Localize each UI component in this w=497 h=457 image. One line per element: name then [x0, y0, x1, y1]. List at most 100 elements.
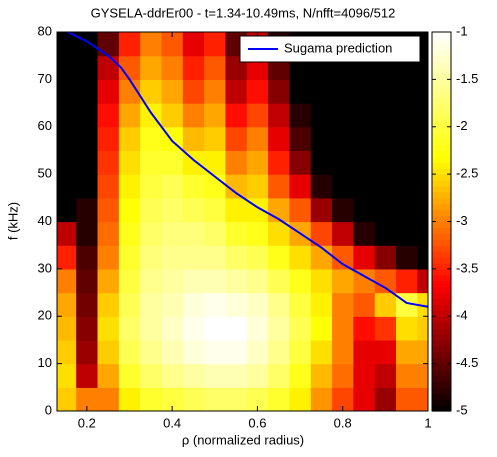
colorbar-step [432, 55, 451, 63]
colorbar-step [432, 215, 451, 223]
heatmap-cell [289, 150, 312, 175]
heatmap-cell [332, 221, 354, 246]
colorbar-step [432, 144, 451, 152]
heatmap-cell [332, 126, 354, 152]
heatmap-cell [332, 387, 354, 411]
colorbar-step [432, 132, 451, 140]
colorbar-tick-label: -1 [456, 23, 468, 38]
heatmap-cell [246, 103, 269, 128]
heatmap-cell [246, 387, 269, 411]
heatmap-cell [268, 79, 291, 104]
x-tick-label: 0.8 [334, 415, 352, 430]
heatmap-cell [289, 79, 312, 104]
colorbar-step [432, 375, 451, 382]
heatmap-cell [225, 150, 248, 175]
colorbar-step [432, 268, 451, 276]
colorbar-step [432, 351, 451, 359]
heatmap-cell [161, 268, 184, 294]
colorbar-step [432, 316, 451, 323]
heatmap-cell [161, 339, 184, 365]
heatmap-cell [417, 292, 428, 317]
heatmap-cell [417, 245, 428, 270]
heatmap-cell [182, 245, 205, 270]
heatmap-cell [332, 339, 354, 365]
heatmap-cell [76, 268, 99, 294]
heatmap-cell [225, 292, 248, 317]
colorbar-step [432, 262, 451, 270]
heatmap-cell [374, 245, 397, 270]
heatmap-cell [204, 150, 227, 175]
heatmap-cell [332, 79, 354, 104]
heatmap-cell [97, 32, 120, 57]
heatmap-cell [57, 174, 77, 199]
heatmap-cell [118, 387, 141, 411]
heatmap-cell [268, 292, 291, 317]
y-tick-label: 50 [38, 166, 52, 181]
colorbar-step [432, 168, 451, 175]
colorbar-step [432, 37, 451, 45]
heatmap-cell [161, 245, 184, 270]
heatmap-cell [161, 292, 184, 317]
colorbar-step [432, 363, 451, 371]
colorbar-step [432, 286, 451, 294]
legend-box [239, 35, 421, 63]
colorbar-tick-label: -2 [456, 118, 468, 133]
heatmap-cell [417, 221, 428, 246]
heatmap-cell [118, 55, 141, 80]
colorbar-step [432, 239, 451, 246]
colorbar-step [432, 209, 451, 217]
heatmap-cell [76, 339, 99, 365]
heatmap-cell [353, 268, 376, 294]
heatmap-cell [353, 174, 376, 199]
heatmap-cell [396, 150, 418, 175]
heatmap-cell [374, 126, 397, 152]
heatmap-cell [97, 363, 120, 388]
heatmap-cell [182, 387, 205, 411]
heatmap-cell [289, 363, 312, 388]
heatmap-cell [268, 221, 291, 246]
heatmap-cell [204, 197, 227, 223]
heatmap-cell [246, 292, 269, 317]
colorbar-step [432, 221, 451, 229]
heatmap-cell [140, 126, 163, 152]
heatmap-cell [140, 363, 163, 388]
heatmap-cell [57, 126, 77, 152]
x-tick-label: 0.4 [163, 415, 181, 430]
heatmap-cell [417, 79, 428, 104]
heatmap-cell [289, 292, 312, 317]
colorbar-tick-label: -1.5 [456, 71, 478, 86]
heatmap-cell [246, 79, 269, 104]
heatmap-cell [118, 197, 141, 223]
heatmap-cell [118, 292, 141, 317]
heatmap-cell [225, 103, 248, 128]
heatmap-cell [204, 221, 227, 246]
heatmap-cell [97, 268, 120, 294]
heatmap-cell [225, 174, 248, 199]
colorbar-step [432, 156, 451, 163]
heatmap-cell [76, 245, 99, 270]
heatmap-cell [268, 150, 291, 175]
heatmap-cell [97, 221, 120, 246]
heatmap-cell [396, 197, 418, 223]
heatmap-cell [182, 363, 205, 388]
heatmap-cell [161, 221, 184, 246]
heatmap-cell [353, 221, 376, 246]
colorbar-step [432, 108, 451, 116]
heatmap-cell [332, 150, 354, 175]
colorbar-step [432, 387, 451, 394]
heatmap-cell [140, 221, 163, 246]
x-tick-label: 0.2 [78, 415, 96, 430]
colorbar-step [432, 292, 451, 300]
heatmap-cell [57, 221, 77, 246]
heatmap-cell [204, 79, 227, 104]
heatmap-cell [118, 103, 141, 128]
heatmap-cell [374, 339, 397, 365]
heatmap-cell [161, 363, 184, 388]
heatmap-cell [268, 245, 291, 270]
colorbar-step [432, 85, 451, 92]
colorbar-step [432, 43, 451, 51]
heatmap-cell [225, 221, 248, 246]
colorbar-step [432, 174, 451, 181]
heatmap-cell [225, 79, 248, 104]
